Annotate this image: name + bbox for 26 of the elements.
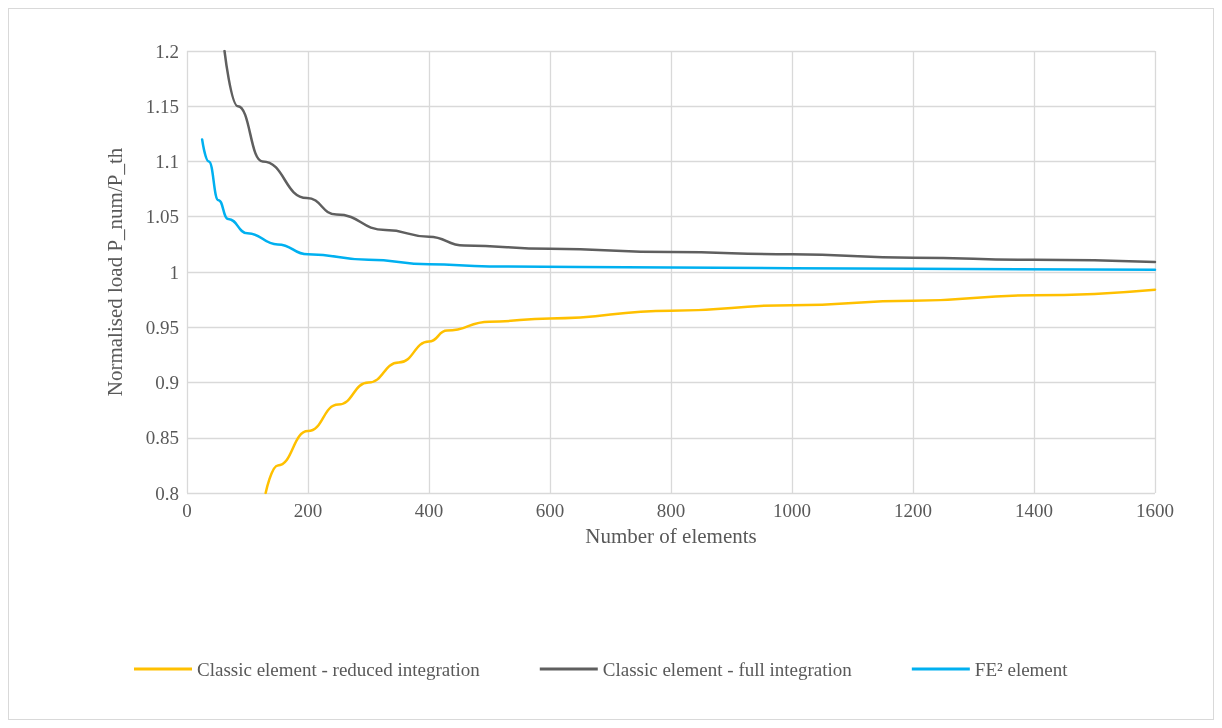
y-tick-label: 0.9 (155, 372, 179, 393)
x-tick-label: 0 (182, 500, 192, 521)
y-tick-label: 1.05 (145, 206, 179, 228)
legend-label: Classic element - reduced integration (197, 658, 481, 680)
y-tick-label: 1.15 (145, 95, 179, 117)
x-tick-label: 800 (656, 500, 686, 521)
legend-label: Classic element - full integration (602, 658, 853, 680)
x-tick-label: 1000 (773, 500, 811, 521)
y-tick-label: 1.1 (155, 151, 179, 172)
x-tick-label: 400 (414, 500, 444, 521)
y-tick-label: 1 (169, 261, 179, 283)
y-tick-label: 0.85 (145, 427, 179, 449)
y-tick-label: 1.2 (155, 40, 179, 62)
x-axis-title: Number of elements (585, 523, 757, 548)
y-tick-label: 0.95 (145, 316, 179, 338)
line-series (223, 49, 1157, 264)
x-tick-label: 600 (535, 500, 565, 521)
legend-label: FE² element (974, 658, 1069, 680)
x-tick-label: 1200 (894, 500, 932, 521)
line-series (200, 138, 1157, 272)
x-tick-label: 200 (293, 500, 323, 521)
x-tick-label: 1600 (1136, 500, 1174, 521)
y-tick-label: 0.8 (155, 482, 179, 504)
y-axis-title: Normalised load P_num/P_th (102, 147, 127, 397)
line-series (264, 288, 1157, 495)
x-tick-label: 1400 (1015, 500, 1053, 521)
